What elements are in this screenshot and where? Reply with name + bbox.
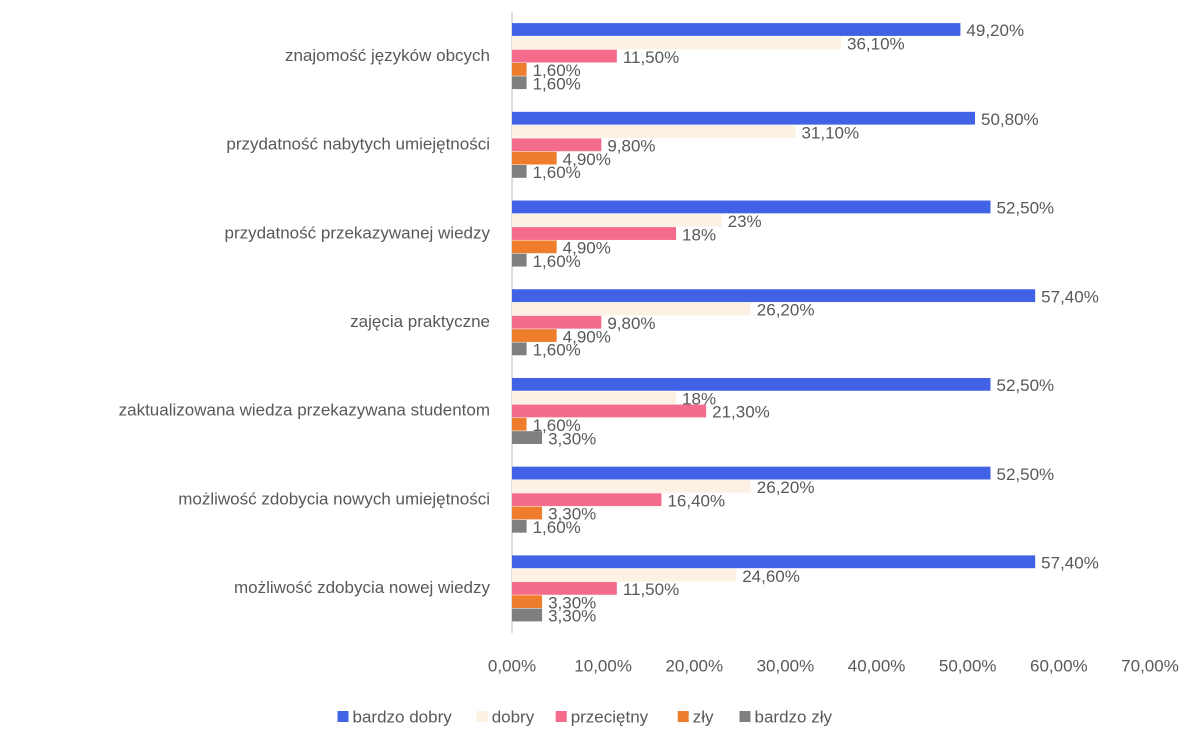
data-label: 9,80% [607,137,655,156]
bar [512,555,1036,569]
bar [512,125,796,138]
bar [512,227,677,240]
category-label: możliwość zdobycia nowych umiejętności [178,489,490,508]
category-label: możliwość zdobycia nowej wiedzy [234,578,491,597]
bar [512,213,722,227]
bar [512,289,1036,303]
x-tick-label: 0,00% [488,656,536,675]
x-tick-label: 20,00% [665,656,723,675]
bar [512,200,991,214]
data-label: 1,60% [533,341,581,360]
data-label: 1,60% [533,74,581,93]
bar [512,417,527,431]
legend-swatch [555,711,567,722]
data-label: 16,40% [667,491,725,510]
legend-label: bardzo dobry [353,707,453,726]
bar [512,466,991,480]
bar [512,165,527,178]
data-label: 18% [682,389,716,408]
data-label: 1,60% [533,416,581,435]
category-label: zajęcia praktyczne [350,312,490,331]
bar [512,493,662,507]
bar [512,253,527,267]
data-label: 4,90% [563,239,611,258]
legend-label: przeciętny [571,707,649,726]
legend-swatch [739,711,751,722]
category-label: zaktualizowana wiedza przekazywana stude… [119,401,490,420]
bar [512,608,543,622]
data-label: 31,10% [801,123,859,142]
bar [512,315,602,329]
bar [512,404,707,418]
data-label: 11,50% [623,48,679,67]
bar [512,63,527,76]
bar [512,138,602,152]
data-label: 26,20% [757,301,815,320]
bar [512,519,527,533]
data-label: 3,30% [548,429,596,448]
data-label: 3,30% [548,607,596,626]
data-label: 21,30% [712,403,770,422]
bar [512,431,543,444]
bar [512,581,617,595]
data-label: 50,80% [981,110,1039,129]
category-label: przydatność nabytych umiejętności [226,135,490,154]
category-label: znajomość języków obcych [285,46,490,65]
bar [512,329,557,342]
data-label: 9,80% [607,314,655,333]
data-label: 3,30% [548,593,596,612]
bar [512,49,617,63]
data-label: 4,90% [563,327,611,346]
legend-label: zły [693,707,714,726]
category-label: przydatność przekazywanej wiedzy [224,223,490,242]
data-label: 1,60% [533,163,581,182]
data-label: 1,60% [533,61,581,80]
x-tick-label: 10,00% [574,656,632,675]
x-tick-label: 50,00% [939,656,997,675]
legend-swatch [476,711,488,722]
x-tick-label: 60,00% [1030,656,1088,675]
data-label: 4,90% [563,150,611,169]
data-label: 11,50% [623,580,679,599]
data-label: 49,20% [966,21,1024,40]
bar [512,342,527,356]
legend-label: dobry [492,707,535,726]
bar [512,506,543,520]
bar [512,479,751,493]
bar [512,302,751,316]
bar [512,36,842,50]
data-label: 57,40% [1041,554,1099,573]
legend-swatch [337,711,349,722]
bar [512,391,677,405]
bar [512,111,976,125]
data-label: 57,40% [1041,287,1099,306]
data-label: 23% [728,212,762,231]
data-label: 52,50% [997,376,1055,395]
data-label: 26,20% [757,478,815,497]
data-label: 1,60% [533,252,581,271]
legend-swatch [677,711,689,722]
bar [512,377,991,391]
bar [512,151,557,165]
data-label: 24,60% [742,567,800,586]
data-label: 18% [682,225,716,244]
bar [512,568,737,582]
data-label: 52,50% [997,199,1055,218]
data-label: 36,10% [847,35,905,54]
data-label: 1,60% [533,518,581,537]
bar [512,240,557,254]
data-label: 3,30% [548,505,596,524]
bar [512,23,961,36]
x-tick-label: 30,00% [757,656,815,675]
bar [512,76,527,90]
data-label: 52,50% [997,465,1055,484]
legend-label: bardzo zły [755,707,833,726]
x-tick-label: 70,00% [1121,656,1179,675]
bar [512,595,543,609]
x-tick-label: 40,00% [848,656,906,675]
